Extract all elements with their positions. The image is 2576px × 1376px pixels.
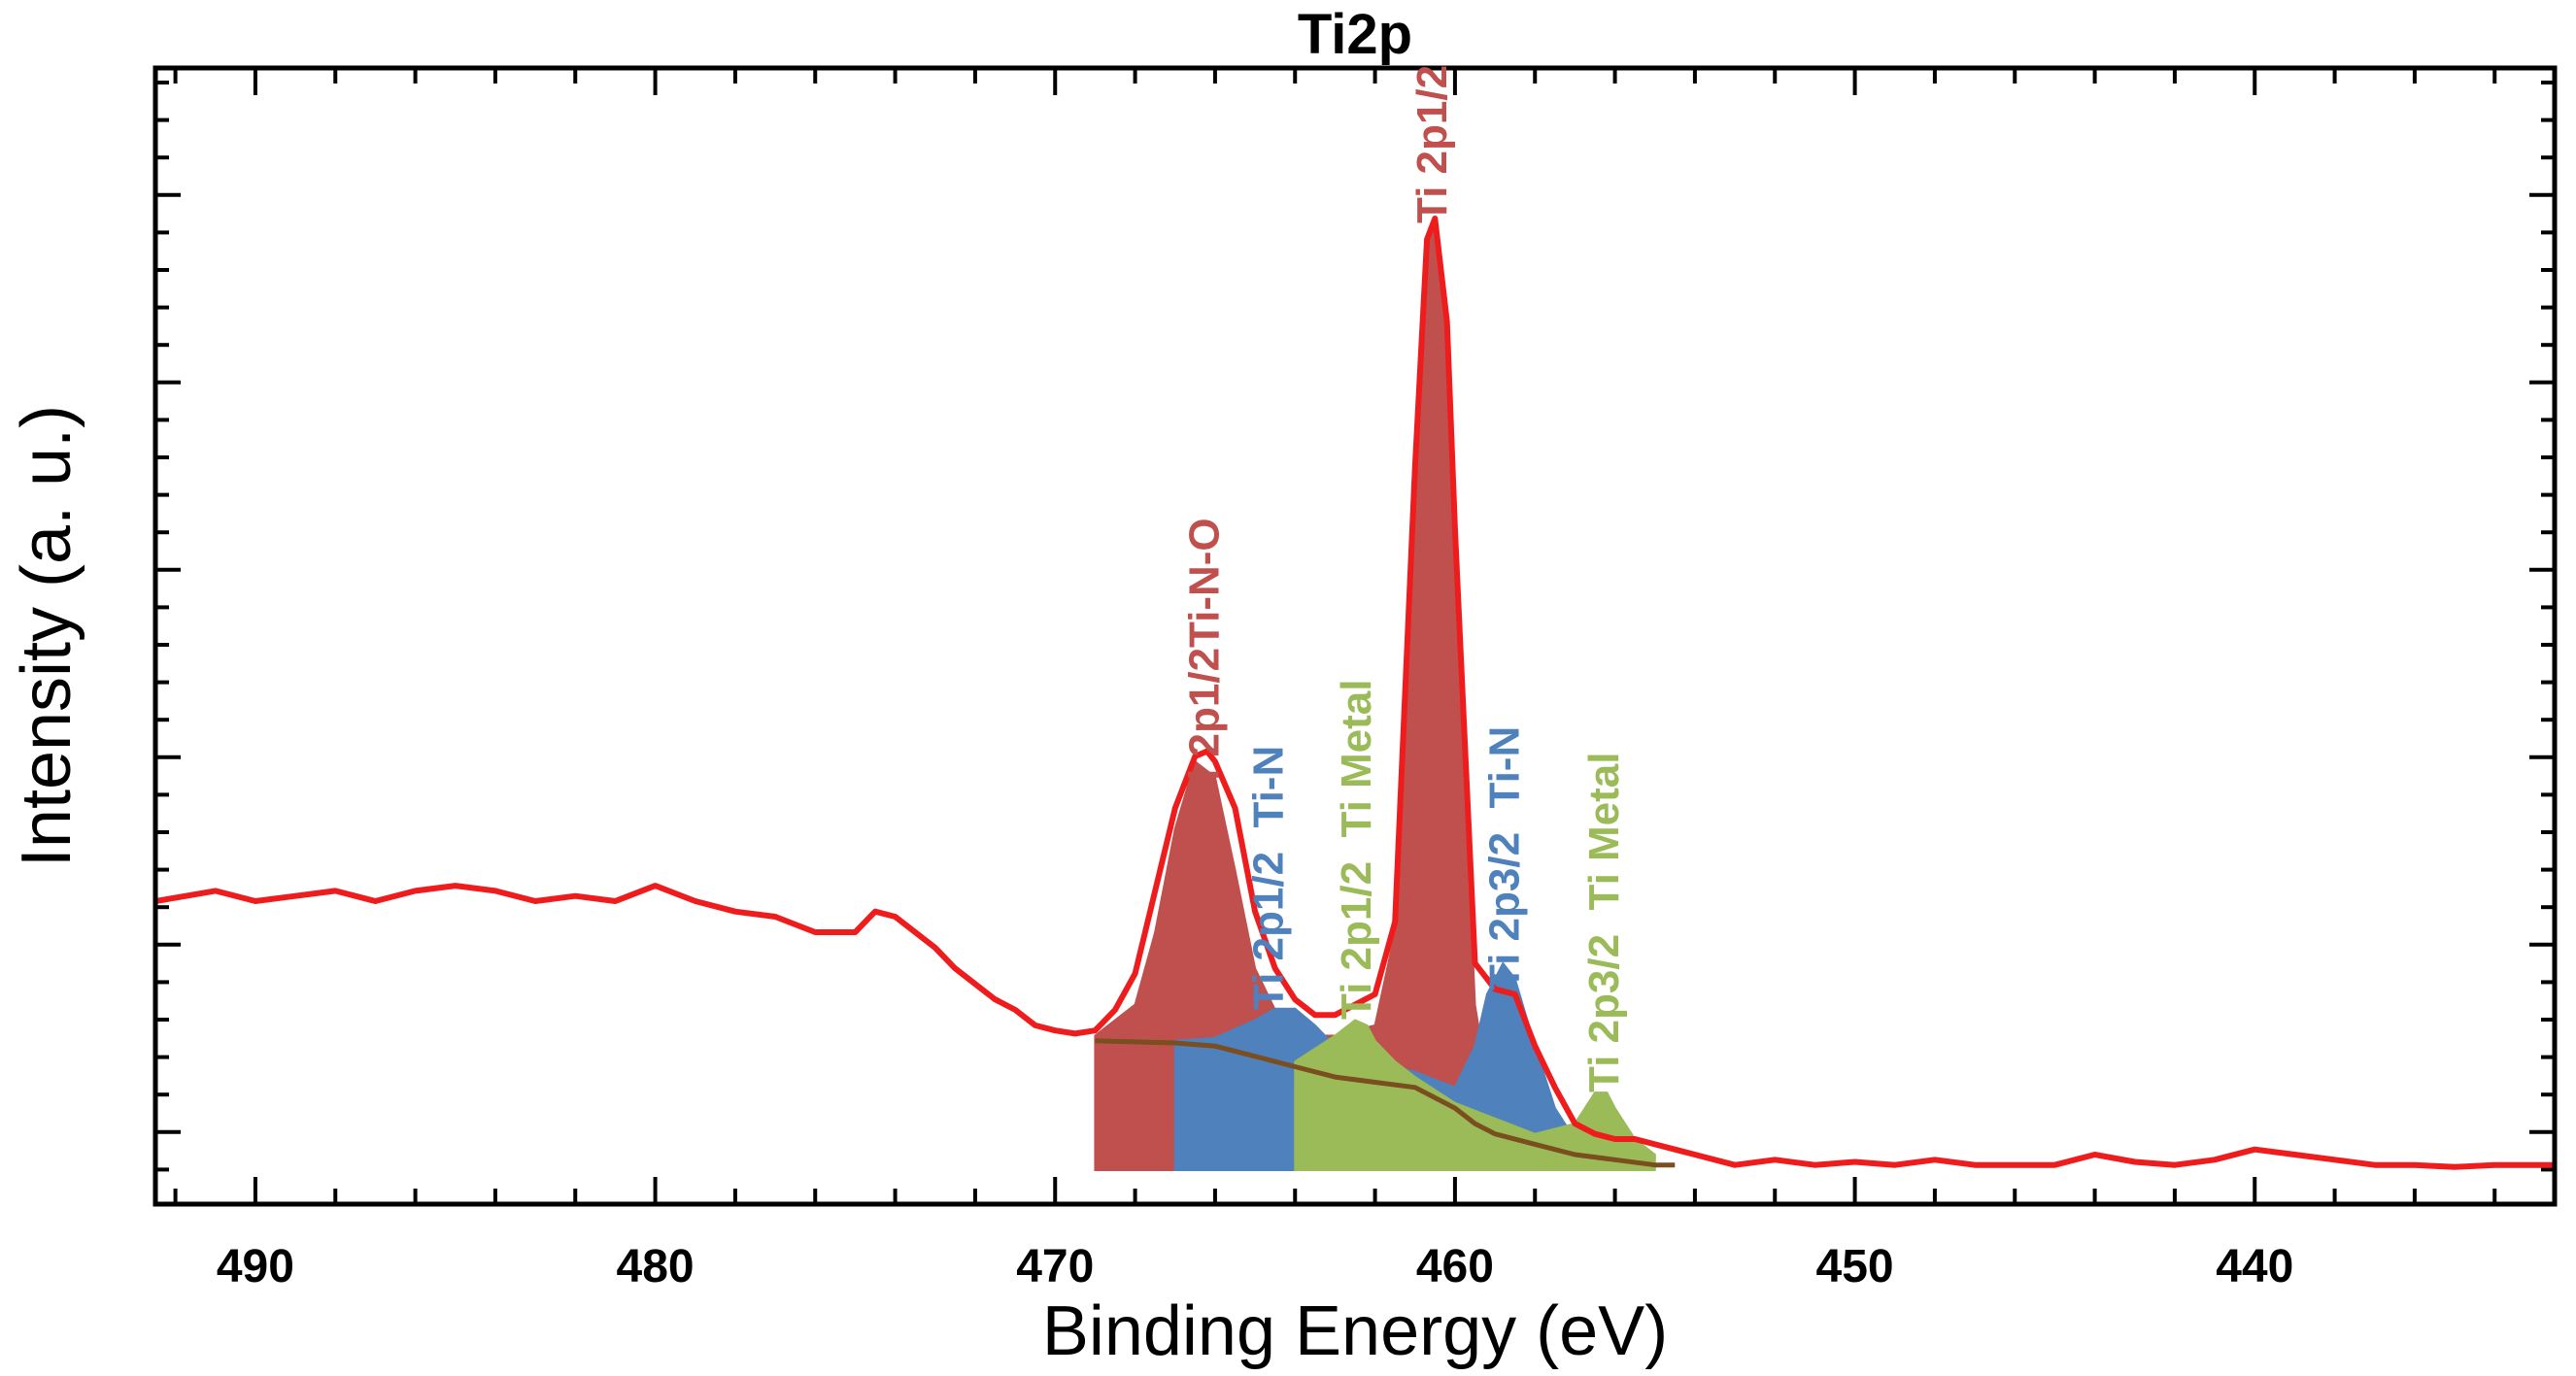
x-tick-label: 480: [617, 1241, 695, 1292]
chart-title: Ti2p: [1298, 3, 1412, 66]
x-axis-label: Binding Energy (eV): [1042, 1292, 1668, 1370]
x-tick-label: 470: [1016, 1241, 1094, 1292]
x-tick-label: 440: [2216, 1241, 2293, 1292]
peak-label: Ti 2p1/2 Ti Metal: [1333, 680, 1380, 1021]
plot-frame: [153, 65, 2558, 1207]
peak-annotations: Ti 2p1/2 Ti 2p1/2Ti-N-O Ti 2p1/2 Ti-N Ti 2p…: [1181, 65, 1629, 1092]
series-line-3: [1095, 1038, 1676, 1168]
x-tick-labels: 490 480 470 460 450 440: [217, 1241, 2293, 1292]
peak-label: Ti 2p1/2 Ti-N: [1244, 746, 1292, 1010]
peak-label: Ti 2p3/2 Ti-N: [1480, 726, 1528, 990]
spectrum-lines: [155, 216, 2555, 1170]
series-line-4: [155, 216, 2555, 1170]
y-axis-label: Intensity (a. u.): [8, 405, 85, 867]
x-tick-label: 450: [1816, 1241, 1894, 1292]
peak-label: Ti 2p1/2Ti-N-O: [1181, 518, 1229, 806]
peak-label: Ti 2p1/2: [1408, 65, 1456, 223]
peak-label: Ti 2p3/2 Ti Metal: [1580, 753, 1628, 1093]
x-tick-label: 490: [217, 1241, 294, 1292]
fit-components: [1094, 218, 1656, 1171]
x-tick-label: 460: [1416, 1241, 1494, 1292]
